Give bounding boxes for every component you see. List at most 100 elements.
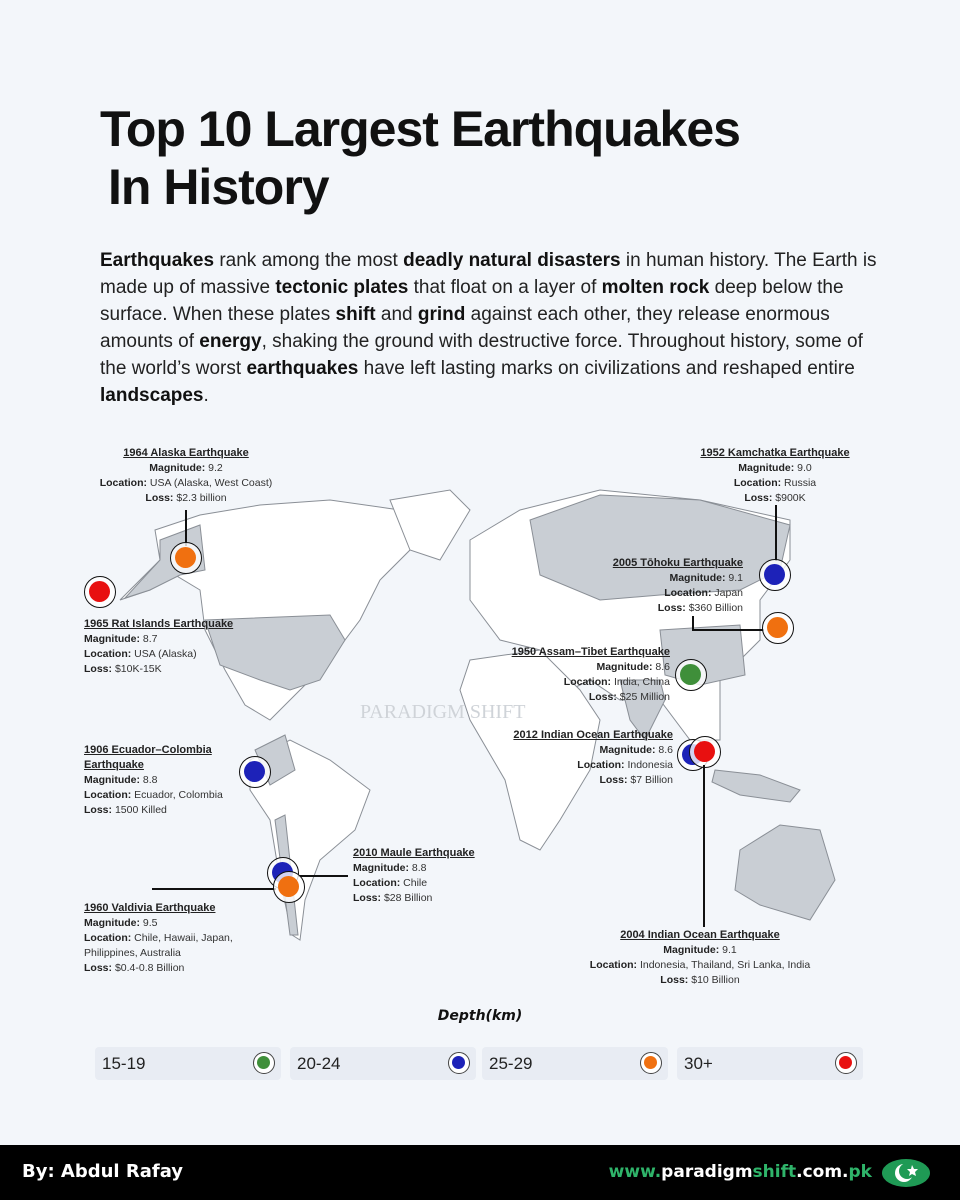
earthquake-marker[interactable]	[239, 756, 271, 788]
location-label: Location:	[577, 759, 625, 771]
loss-label: Loss:	[353, 892, 382, 904]
legend-dot-icon	[835, 1052, 857, 1074]
loss-value: $2.3 billion	[176, 492, 227, 504]
intro-text: deep below the surface. When these plate…	[100, 277, 844, 325]
earthquake-marker[interactable]	[273, 871, 305, 903]
loss-label: Loss:	[599, 774, 628, 786]
location-label: Location:	[733, 477, 782, 489]
legend-dot-icon	[448, 1052, 470, 1074]
earthquake-label: 2010 Maule Earthquake Magnitude: 8.8 Loc…	[353, 846, 475, 906]
magnitude-label: Magnitude:	[84, 917, 140, 929]
loss-label: Loss:	[744, 492, 773, 504]
intro-text: rank among the most	[214, 250, 404, 271]
loss-label: Loss:	[145, 492, 174, 504]
depth-dot-icon	[680, 664, 701, 685]
earthquake-marker[interactable]	[762, 612, 794, 644]
earthquake-label: 2012 Indian Ocean Earthquake Magnitude: …	[513, 728, 673, 788]
earthquake-label: 1960 Valdivia Earthquake Magnitude: 9.5 …	[84, 901, 254, 976]
intro-keyword: earthquakes	[246, 358, 359, 379]
location-value: Chile, Hawaii, Japan, Philippines, Austr…	[84, 932, 233, 959]
intro-keyword: shift	[335, 304, 376, 325]
website-part: paradigm	[661, 1162, 753, 1182]
loss-label: Loss:	[588, 691, 617, 703]
intro-paragraph: Earthquakes rank among the most deadly n…	[100, 247, 890, 409]
loss-value: $7 Billion	[630, 774, 673, 786]
magnitude-value: 9.1	[722, 944, 737, 956]
legend-label: 20-24	[297, 1054, 341, 1073]
loss-value: $25 Million	[619, 691, 670, 703]
earthquake-name: 2012 Indian Ocean Earthquake	[513, 729, 673, 741]
earthquake-label: 1965 Rat Islands Earthquake Magnitude: 8…	[84, 617, 233, 677]
legend-label: 25-29	[489, 1054, 533, 1073]
location-value: Russia	[784, 477, 817, 489]
loss-value: $10K-15K	[114, 663, 162, 675]
legend-dot-icon	[640, 1052, 662, 1074]
website-link[interactable]: www.paradigmshift.com.pk	[609, 1162, 872, 1182]
earthquake-marker[interactable]	[689, 736, 721, 768]
intro-keyword: deadly natural disasters	[403, 250, 621, 271]
earthquake-label: 1964 Alaska Earthquake Magnitude: 9.2 Lo…	[100, 446, 273, 506]
location-label: Location:	[589, 959, 638, 971]
magnitude-value: 9.0	[797, 462, 812, 474]
earthquake-name: 2010 Maule Earthquake	[353, 847, 475, 859]
magnitude-value: 8.8	[142, 774, 158, 786]
location-value: Ecuador, Colombia	[134, 789, 223, 801]
website-part: shift	[752, 1162, 797, 1182]
depth-dot-icon	[278, 876, 299, 897]
intro-keyword: landscapes	[100, 385, 204, 406]
intro-text: that float on a layer of	[408, 277, 602, 298]
legend-dot-icon	[253, 1052, 275, 1074]
magnitude-label: Magnitude:	[353, 862, 409, 874]
earthquake-name: 2004 Indian Ocean Earthquake	[620, 929, 780, 941]
magnitude-value: 8.8	[411, 862, 427, 874]
title-line-1: Top 10 Largest Earthquakes	[100, 101, 741, 157]
magnitude-label: Magnitude:	[84, 774, 140, 786]
earthquake-marker[interactable]	[170, 542, 202, 574]
earthquake-marker[interactable]	[759, 559, 791, 591]
india	[619, 679, 666, 741]
loss-label: Loss:	[84, 804, 113, 816]
earthquake-label: 1950 Assam–Tibet Earthquake Magnitude: 8…	[512, 645, 670, 705]
earthquake-marker[interactable]	[84, 576, 116, 608]
earthquake-name: 1950 Assam–Tibet Earthquake	[511, 646, 670, 658]
magnitude-label: Magnitude:	[663, 944, 720, 956]
earthquake-name: 1952 Kamchatka Earthquake	[700, 447, 850, 459]
loss-label: Loss:	[660, 974, 689, 986]
legend-item: 15-19	[95, 1047, 281, 1080]
leader-line	[775, 505, 777, 561]
location-label: Location:	[99, 477, 147, 489]
earthquake-marker[interactable]	[675, 659, 707, 691]
location-value: Indonesia	[627, 759, 673, 771]
location-value: USA (Alaska)	[134, 648, 197, 660]
loss-value: $10 Billion	[691, 974, 740, 986]
earthquake-name: 2005 Tōhoku Earthquake	[612, 557, 743, 569]
greenland	[389, 489, 471, 561]
location-value: Chile	[403, 877, 428, 889]
intro-text: have left lasting marks on civilizations…	[358, 358, 855, 379]
intro-keyword: grind	[417, 304, 466, 325]
legend-item: 30+	[677, 1047, 863, 1080]
page-title: Top 10 Largest Earthquakes In History	[100, 100, 741, 216]
depth-dot-icon	[175, 547, 196, 568]
location-label: Location:	[84, 932, 132, 944]
legend-label: 30+	[684, 1054, 713, 1073]
south-america	[249, 739, 371, 941]
leader-line	[692, 629, 764, 631]
legend-title: Depth(km)	[437, 1008, 523, 1024]
north-america	[119, 499, 421, 721]
earthquake-label: 1906 Ecuador–Colombia Earthquake Magnitu…	[84, 743, 254, 818]
depth-dot-icon	[244, 761, 265, 782]
intro-keyword: tectonic plates	[275, 277, 409, 298]
location-label: Location:	[563, 676, 612, 688]
leader-line	[298, 875, 348, 877]
location-label: Location:	[353, 877, 401, 889]
author-credit: By: Abdul Rafay	[22, 1161, 184, 1182]
intro-text: , shaking the ground with destructive fo…	[100, 331, 863, 379]
australia	[734, 824, 836, 921]
magnitude-label: Magnitude:	[596, 661, 653, 673]
loss-value: $360 Billion	[688, 602, 743, 614]
magnitude-value: 8.6	[655, 661, 670, 673]
intro-keyword: molten rock	[601, 277, 710, 298]
depth-dot-icon	[764, 564, 785, 585]
loss-value: $0.4-0.8 Billion	[114, 962, 185, 974]
